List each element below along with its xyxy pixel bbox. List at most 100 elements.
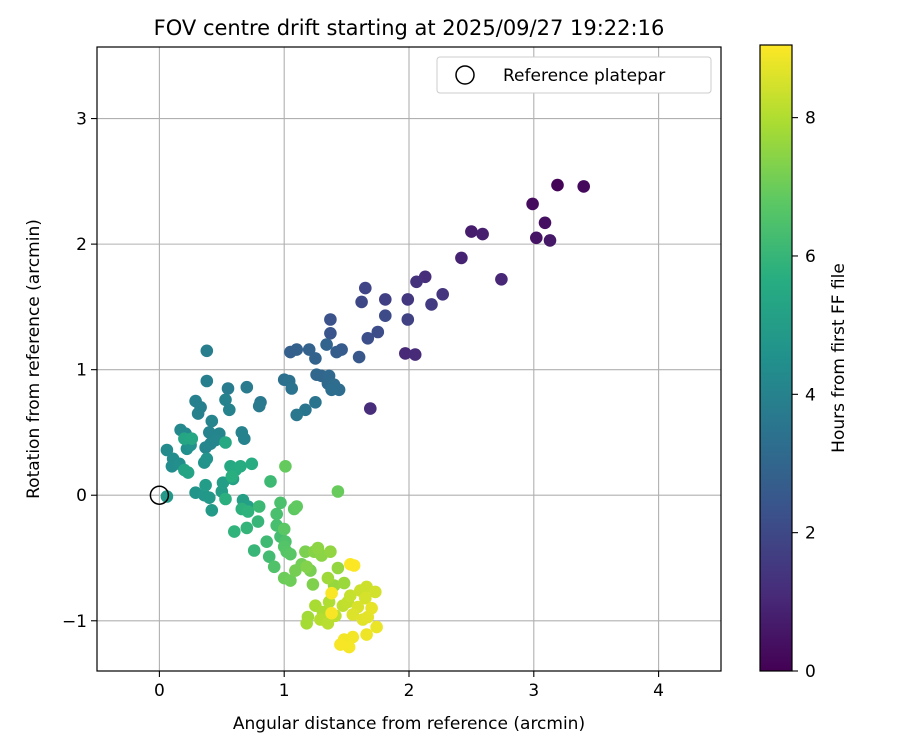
data-point — [252, 500, 266, 513]
data-point — [355, 295, 368, 309]
data-point — [455, 251, 468, 265]
data-point — [401, 293, 415, 306]
data-point — [240, 521, 254, 535]
data-point — [178, 463, 191, 477]
colorbar-label: Hours from first FF file — [829, 263, 849, 453]
x-axis-label: Angular distance from reference (arcmin) — [233, 714, 585, 734]
y-axis-ticks: −1 0 1 2 3 — [62, 110, 97, 632]
data-point — [260, 535, 274, 548]
data-point — [241, 505, 255, 518]
data-point — [191, 407, 205, 420]
data-point — [369, 585, 382, 599]
data-point — [245, 457, 259, 471]
data-point — [408, 348, 422, 361]
data-point — [331, 561, 345, 575]
data-point — [360, 628, 373, 641]
colorbar-tick-label: 4 — [805, 385, 816, 405]
y-tick-label: 1 — [76, 361, 87, 381]
data-point — [221, 382, 235, 395]
data-point — [200, 344, 214, 358]
data-point — [361, 332, 375, 345]
data-point — [465, 225, 478, 238]
data-point — [365, 601, 378, 615]
data-point — [352, 350, 366, 364]
x-tick-label: 4 — [653, 681, 664, 701]
data-point — [290, 408, 304, 422]
data-point — [410, 275, 423, 289]
y-tick-label: 3 — [76, 110, 87, 130]
data-point — [476, 227, 489, 241]
data-point — [299, 545, 312, 558]
data-point — [370, 620, 383, 634]
legend-box — [436, 56, 712, 94]
data-point — [200, 374, 214, 388]
data-point — [337, 576, 351, 590]
reference-platepar-marker — [149, 485, 170, 505]
colorbar-ticks: 0 2 4 6 8 — [792, 109, 816, 682]
data-point — [302, 343, 316, 356]
colorbar: 0 2 4 6 8 Hours from first FF file — [759, 44, 849, 682]
data-point — [371, 325, 385, 339]
data-point — [543, 234, 557, 247]
data-point — [267, 560, 281, 574]
data-point — [325, 383, 338, 397]
data-point — [344, 589, 357, 602]
data-point — [290, 343, 304, 356]
colorbar-tick-label: 0 — [805, 662, 816, 682]
data-point — [199, 478, 212, 492]
y-tick-label: 0 — [76, 486, 87, 506]
data-point — [223, 403, 236, 417]
data-point — [252, 399, 266, 413]
data-point — [325, 606, 338, 620]
data-point — [309, 396, 322, 409]
data-point — [359, 281, 372, 295]
data-point — [279, 460, 292, 473]
data-point — [306, 578, 320, 591]
x-tick-label: 2 — [404, 681, 415, 701]
legend-label: Reference platepar — [503, 66, 665, 86]
data-point — [436, 288, 450, 301]
data-point — [551, 178, 564, 192]
data-point — [284, 547, 297, 561]
data-point — [274, 496, 287, 510]
data-point — [203, 491, 216, 505]
data-point — [205, 504, 219, 517]
data-point — [309, 352, 322, 365]
data-point — [320, 338, 333, 351]
data-point — [205, 414, 219, 428]
data-point — [251, 515, 265, 528]
data-point — [290, 500, 304, 513]
x-axis-ticks: 0 1 2 3 4 — [154, 671, 664, 701]
data-points — [160, 178, 590, 654]
data-point — [399, 347, 412, 360]
data-point — [300, 617, 314, 630]
data-point — [425, 298, 438, 311]
data-point — [219, 436, 232, 449]
data-point — [526, 197, 539, 211]
data-point — [284, 574, 297, 587]
y-axis-label: Rotation from reference (arcmin) — [24, 219, 44, 499]
data-point — [324, 313, 337, 326]
data-point — [324, 327, 337, 340]
data-point — [325, 586, 338, 600]
data-point — [364, 402, 377, 415]
data-point — [344, 558, 357, 571]
data-point — [289, 564, 302, 577]
x-tick-label: 3 — [528, 681, 539, 701]
chart-title: FOV centre drift starting at 2025/09/27 … — [154, 16, 665, 40]
data-point — [234, 460, 247, 473]
colorbar-tick-label: 2 — [805, 524, 816, 544]
data-point — [238, 432, 251, 446]
data-point — [300, 560, 314, 574]
data-point — [200, 452, 214, 466]
data-point — [379, 293, 392, 306]
data-point — [262, 550, 276, 563]
data-point — [228, 525, 241, 538]
legend: Reference platepar — [436, 56, 712, 94]
x-tick-label: 1 — [279, 681, 290, 701]
data-point — [185, 432, 199, 446]
data-point — [160, 443, 174, 457]
data-point — [311, 541, 325, 555]
data-point — [538, 216, 552, 230]
colorbar-tick-label: 8 — [805, 109, 816, 129]
